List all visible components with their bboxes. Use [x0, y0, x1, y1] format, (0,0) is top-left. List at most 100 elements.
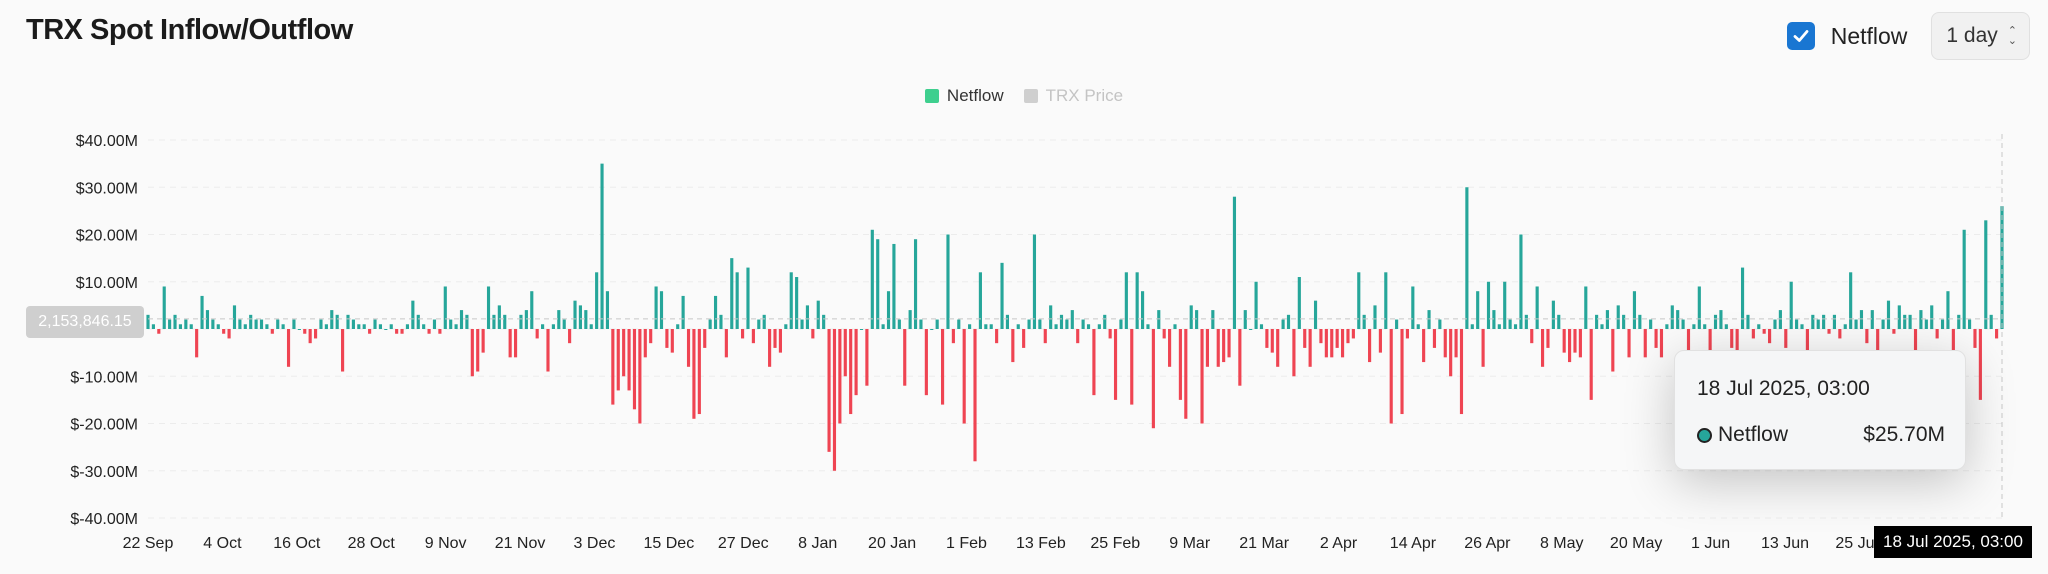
bar[interactable] [935, 319, 939, 329]
bar[interactable] [1389, 329, 1393, 424]
bar[interactable] [1649, 319, 1653, 329]
bar[interactable] [1897, 305, 1901, 330]
bar[interactable] [1357, 272, 1361, 329]
bar[interactable] [768, 329, 772, 367]
bar[interactable] [562, 319, 566, 329]
bar[interactable] [227, 329, 231, 339]
bar[interactable] [1454, 329, 1458, 358]
bar[interactable] [659, 291, 664, 329]
bar[interactable] [1876, 329, 1880, 353]
bar[interactable] [1865, 329, 1869, 344]
bar[interactable] [1730, 329, 1734, 348]
bar[interactable] [508, 329, 512, 358]
bar[interactable] [876, 239, 880, 329]
bar[interactable] [195, 329, 199, 358]
bar[interactable] [697, 329, 701, 415]
bar[interactable] [654, 286, 658, 329]
bar[interactable] [1103, 314, 1107, 329]
bar[interactable] [422, 324, 426, 329]
bar[interactable] [886, 291, 891, 329]
bar[interactable] [1416, 324, 1420, 329]
bar[interactable] [1859, 310, 1864, 329]
bar[interactable] [1346, 329, 1350, 344]
bar[interactable] [746, 267, 750, 329]
bar[interactable] [859, 329, 864, 330]
bar[interactable] [670, 329, 674, 353]
bar[interactable] [1962, 229, 1966, 329]
bar[interactable] [449, 319, 453, 329]
bar[interactable] [1957, 314, 1961, 329]
bar[interactable] [1238, 329, 1242, 386]
bar[interactable] [795, 277, 799, 329]
bar[interactable] [1303, 329, 1307, 348]
bar[interactable] [459, 310, 464, 329]
bar[interactable] [416, 314, 420, 329]
bar[interactable] [984, 324, 988, 329]
bar[interactable] [341, 329, 345, 372]
bar[interactable] [1746, 314, 1750, 329]
bar[interactable] [1443, 329, 1447, 358]
bar[interactable] [1330, 329, 1334, 358]
bar[interactable] [1254, 281, 1258, 329]
bar[interactable] [692, 329, 696, 419]
bar[interactable] [1924, 319, 1928, 329]
bar[interactable] [205, 310, 210, 329]
bar[interactable] [1411, 286, 1415, 329]
bar[interactable] [1368, 329, 1372, 363]
bar[interactable] [913, 239, 918, 329]
bar[interactable] [1638, 314, 1642, 329]
bar[interactable] [708, 319, 712, 329]
bar[interactable] [1935, 329, 1939, 339]
bars[interactable] [146, 163, 2004, 471]
bar[interactable] [346, 314, 350, 329]
bar[interactable] [1573, 329, 1577, 353]
bar[interactable] [1481, 329, 1485, 367]
bar[interactable] [265, 324, 269, 329]
bar[interactable] [1432, 329, 1437, 348]
bar[interactable] [827, 329, 831, 452]
bar[interactable] [384, 329, 388, 330]
bar[interactable] [784, 324, 788, 329]
legend-item-netflow[interactable]: Netflow [924, 86, 1004, 106]
bar[interactable] [897, 319, 901, 329]
bar[interactable] [1670, 305, 1674, 330]
bar[interactable] [1265, 329, 1269, 348]
bar[interactable] [1043, 329, 1047, 344]
bar[interactable] [946, 234, 950, 330]
bar[interactable] [173, 314, 177, 329]
bar[interactable] [1735, 329, 1739, 363]
bar[interactable] [481, 329, 485, 353]
bar[interactable] [1281, 319, 1285, 329]
bar[interactable] [832, 329, 837, 471]
bar[interactable] [232, 305, 237, 330]
bar[interactable] [1113, 329, 1118, 400]
bar[interactable] [1913, 329, 1918, 363]
bar[interactable] [1946, 291, 1950, 329]
bar[interactable] [411, 300, 415, 329]
bar[interactable] [2000, 206, 2004, 329]
bar[interactable] [1843, 324, 1847, 329]
bar[interactable] [1627, 329, 1631, 358]
netflow-checkbox[interactable] [1786, 22, 1815, 50]
bar[interactable] [254, 319, 258, 329]
bar[interactable] [249, 314, 253, 329]
bar[interactable] [1427, 310, 1431, 329]
bar[interactable] [805, 305, 810, 330]
bar[interactable] [849, 329, 853, 415]
bar[interactable] [1697, 286, 1701, 329]
bar[interactable] [1805, 329, 1809, 358]
bar[interactable] [1335, 329, 1339, 348]
bar[interactable] [919, 319, 923, 329]
bar[interactable] [1908, 314, 1912, 329]
bar[interactable] [578, 305, 582, 330]
bar[interactable] [1519, 234, 1523, 330]
bar[interactable] [259, 319, 264, 329]
bar[interactable] [1692, 324, 1696, 329]
bar[interactable] [1778, 310, 1782, 329]
bar[interactable] [1400, 329, 1404, 415]
bar[interactable] [908, 310, 912, 329]
bar[interactable] [1751, 329, 1755, 339]
bar[interactable] [1119, 319, 1123, 329]
bar[interactable] [686, 329, 691, 367]
bar[interactable] [1681, 319, 1685, 329]
